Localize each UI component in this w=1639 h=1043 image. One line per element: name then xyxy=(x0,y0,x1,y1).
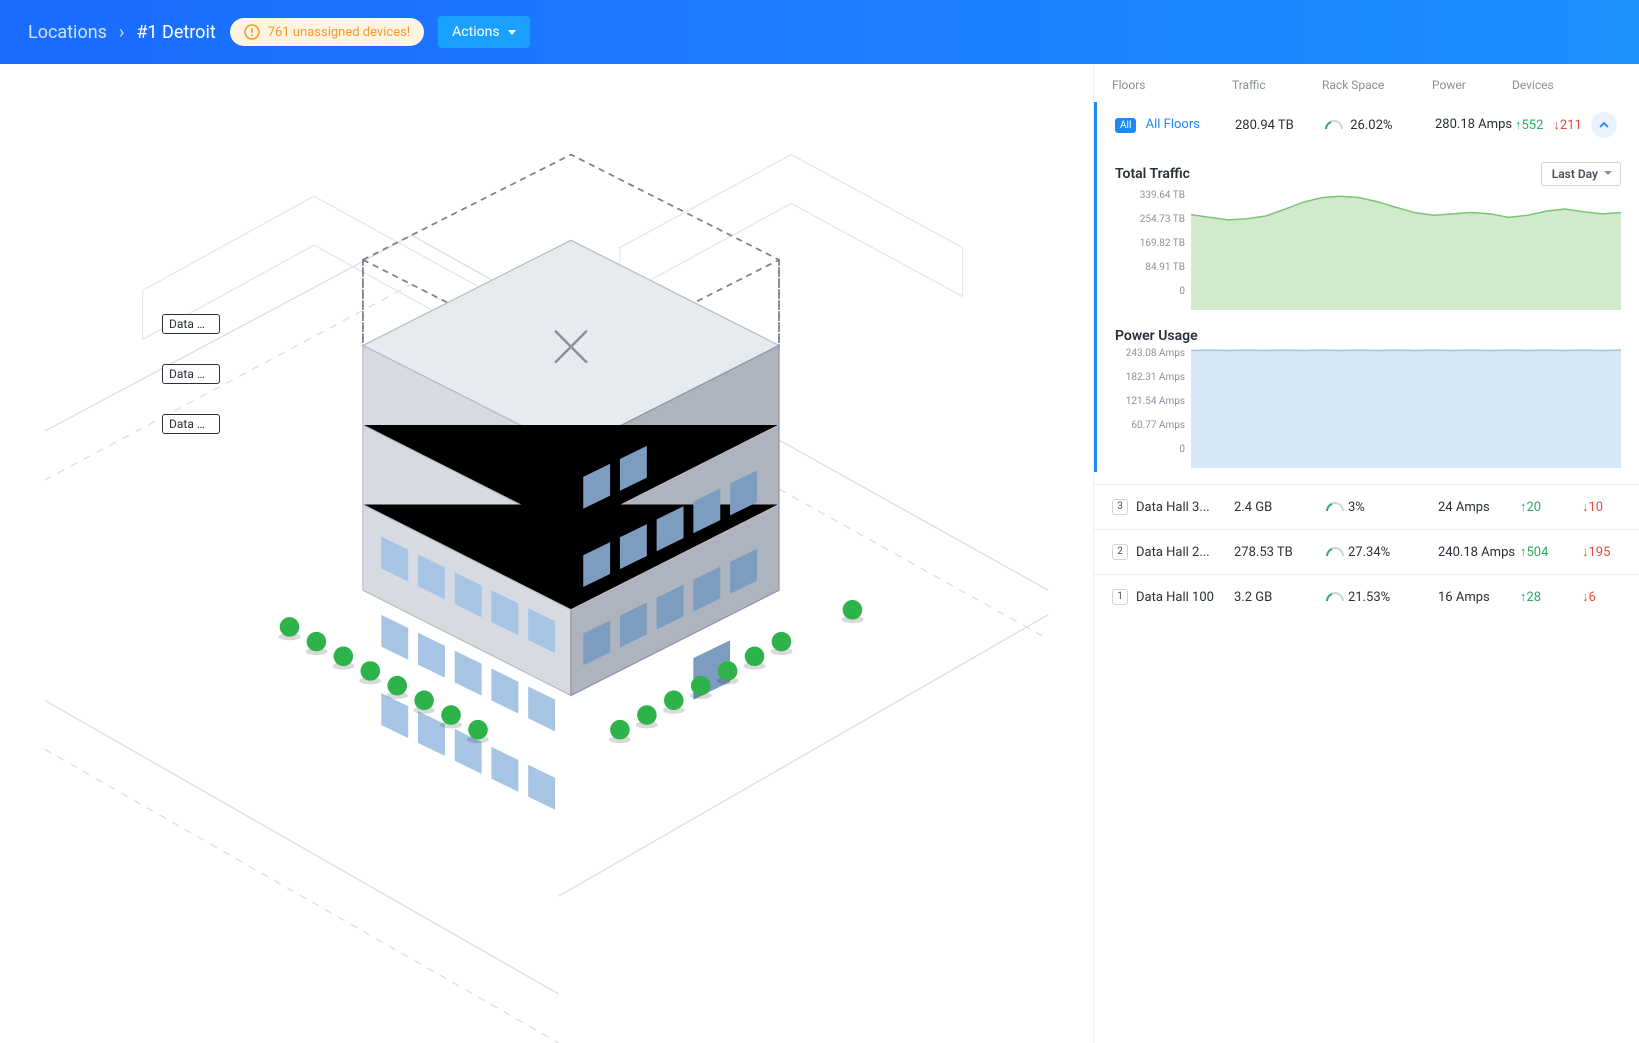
chevron-up-icon xyxy=(1598,119,1610,131)
building-visualization[interactable]: Data H... Data H... Data H... xyxy=(0,64,1094,1043)
floor-name: Data Hall 100 xyxy=(1136,590,1214,605)
devices-down: ↓211 xyxy=(1553,117,1581,133)
side-panel: Floors Traffic Rack Space Power Devices … xyxy=(1094,64,1639,1043)
floor-devices-up: ↑504 xyxy=(1520,544,1580,560)
floor-traffic: 2.4 GB xyxy=(1234,500,1324,515)
traffic-range-dropdown[interactable]: Last Day xyxy=(1541,162,1621,186)
actions-button-label: Actions xyxy=(452,24,499,40)
all-floors-row[interactable]: All All Floors 280.94 TB 26.02% 280.18 A… xyxy=(1094,102,1639,148)
actions-button[interactable]: Actions xyxy=(438,16,529,48)
unassigned-devices-text: 761 unassigned devices! xyxy=(268,25,410,40)
col-devices: Devices xyxy=(1512,78,1591,92)
floor-traffic: 3.2 GB xyxy=(1234,590,1324,605)
floor-row[interactable]: 3Data Hall 3...2.4 GB3%24 Amps↑20↓10Mana… xyxy=(1094,484,1639,529)
floor-power: 240.18 Amps xyxy=(1438,545,1518,560)
floor-devices-down: ↓6 xyxy=(1582,589,1639,605)
floor-devices-down: ↓195 xyxy=(1582,544,1639,560)
floor-row[interactable]: 1Data Hall 1003.2 GB21.53%16 Amps↑28↓6Ma… xyxy=(1094,574,1639,619)
floor-traffic: 278.53 TB xyxy=(1234,545,1324,560)
floor-label[interactable]: Data H... xyxy=(162,364,220,384)
all-floors-link[interactable]: All Floors xyxy=(1146,117,1200,132)
floor-rack: 21.53% xyxy=(1348,590,1390,605)
floor-devices-up: ↑28 xyxy=(1520,589,1580,605)
all-rack: 26.02% xyxy=(1350,118,1392,133)
warning-icon xyxy=(244,24,260,40)
unassigned-devices-pill[interactable]: 761 unassigned devices! xyxy=(230,18,424,46)
caret-down-icon xyxy=(508,30,516,35)
floor-label[interactable]: Data H... xyxy=(162,314,220,334)
floor-number: 1 xyxy=(1112,589,1128,605)
breadcrumb: Locations › #1 Detroit xyxy=(28,22,216,43)
devices-up: ↑552 xyxy=(1515,117,1543,133)
power-chart-title: Power Usage xyxy=(1115,328,1198,344)
all-power: 280.18 Amps xyxy=(1435,117,1515,133)
floor-power: 24 Amps xyxy=(1438,500,1518,515)
floor-name: Data Hall 2... xyxy=(1136,545,1210,560)
header-bar: Locations › #1 Detroit 761 unassigned de… xyxy=(0,0,1639,64)
floor-rack: 3% xyxy=(1348,500,1365,515)
all-traffic: 280.94 TB xyxy=(1235,118,1325,133)
gauge-icon xyxy=(1325,120,1343,130)
breadcrumb-root-link[interactable]: Locations xyxy=(28,22,107,43)
floor-name: Data Hall 3... xyxy=(1136,500,1210,515)
chevron-right-icon: › xyxy=(119,22,124,43)
floor-label[interactable]: Data H... xyxy=(162,414,220,434)
floor-number: 3 xyxy=(1112,499,1128,515)
floor-devices-up: ↑20 xyxy=(1520,499,1580,515)
collapse-button[interactable] xyxy=(1591,112,1617,138)
col-floors: Floors xyxy=(1112,78,1232,92)
col-rack: Rack Space xyxy=(1322,78,1432,92)
breadcrumb-current: #1 Detroit xyxy=(136,22,215,43)
floor-number: 2 xyxy=(1112,544,1128,560)
floor-devices-down: ↓10 xyxy=(1582,499,1639,515)
col-traffic: Traffic xyxy=(1232,78,1322,92)
floor-row[interactable]: 2 Data Hall 2... 278.53 TB 27.34% 240.18 Amp… xyxy=(1094,529,1639,574)
all-tag: All xyxy=(1115,118,1136,133)
floor-power: 16 Amps xyxy=(1438,590,1518,605)
gauge-icon xyxy=(1326,502,1344,512)
gauge-icon xyxy=(1326,592,1344,602)
col-power: Power xyxy=(1432,78,1512,92)
floor-rack: 27.34% xyxy=(1348,545,1390,560)
gauge-icon xyxy=(1326,547,1344,557)
traffic-chart-title: Total Traffic xyxy=(1115,166,1190,182)
